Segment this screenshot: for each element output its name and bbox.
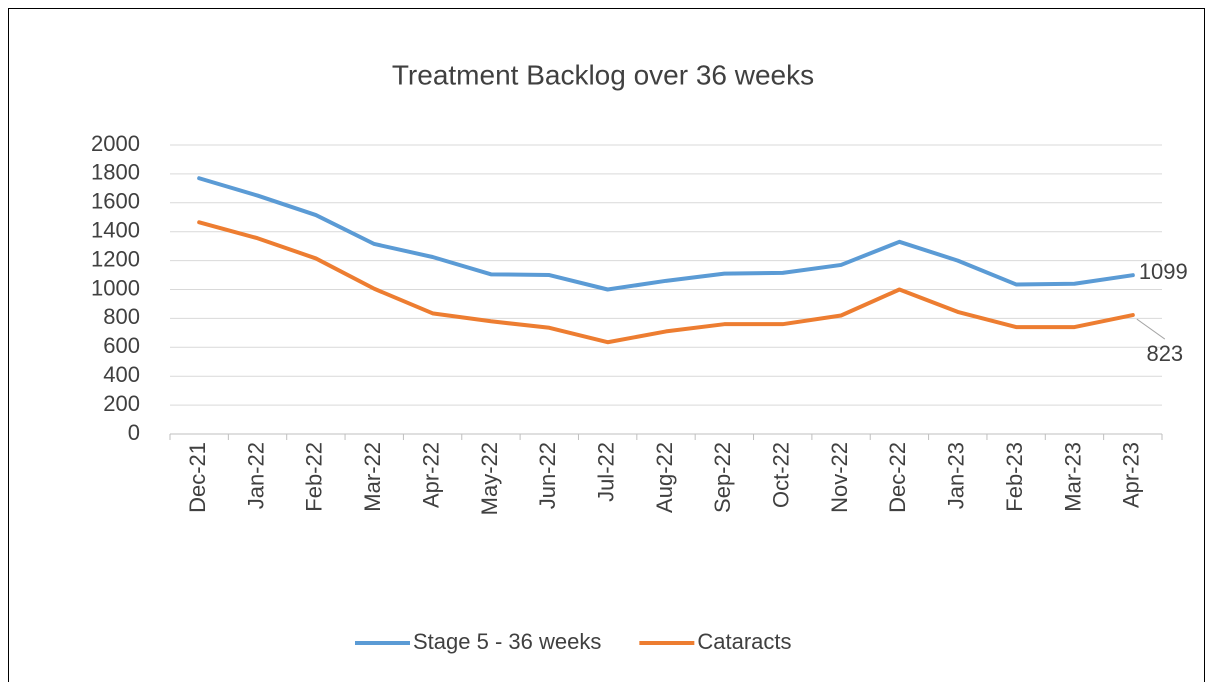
x-tick-label: Oct-22	[769, 442, 794, 508]
y-tick-label: 600	[103, 333, 140, 358]
data-label: 823	[1146, 341, 1183, 366]
series-line	[197, 220, 1135, 345]
y-tick-label: 2000	[91, 131, 140, 156]
x-tick-label: Nov-22	[827, 442, 852, 513]
y-tick-label: 1000	[91, 275, 140, 300]
legend-label: Cataracts	[697, 629, 791, 654]
x-tick-label: Apr-23	[1119, 442, 1144, 508]
x-tick-label: Jun-22	[535, 442, 560, 509]
leader-line	[1136, 318, 1166, 340]
x-tick-label: Aug-22	[652, 442, 677, 513]
legend-label: Stage 5 - 36 weeks	[413, 629, 601, 654]
x-tick-label: May-22	[477, 442, 502, 515]
y-tick-label: 1200	[91, 246, 140, 271]
x-tick-label: Dec-22	[885, 442, 910, 513]
y-tick-label: 1600	[91, 189, 140, 214]
data-label: 1099	[1139, 259, 1188, 284]
series-line	[197, 176, 1135, 292]
y-tick-label: 1400	[91, 218, 140, 243]
y-tick-label: 0	[128, 420, 140, 445]
x-tick-label: Jan-22	[243, 442, 268, 509]
x-tick-label: Jul-22	[593, 442, 618, 502]
x-tick-label: Sep-22	[710, 442, 735, 513]
x-tick-label: Mar-23	[1060, 442, 1085, 512]
y-tick-label: 400	[103, 362, 140, 387]
x-tick-label: Apr-22	[418, 442, 443, 508]
y-tick-label: 1800	[91, 160, 140, 185]
chart-title: Treatment Backlog over 36 weeks	[392, 59, 814, 90]
x-tick-label: Jan-23	[944, 442, 969, 509]
chart-border	[8, 8, 1205, 687]
x-tick-label: Feb-22	[302, 442, 327, 512]
x-tick-label: Dec-21	[185, 442, 210, 513]
y-tick-label: 200	[103, 391, 140, 416]
y-tick-label: 800	[103, 304, 140, 329]
x-tick-label: Feb-23	[1002, 442, 1027, 512]
x-tick-label: Mar-22	[360, 442, 385, 512]
